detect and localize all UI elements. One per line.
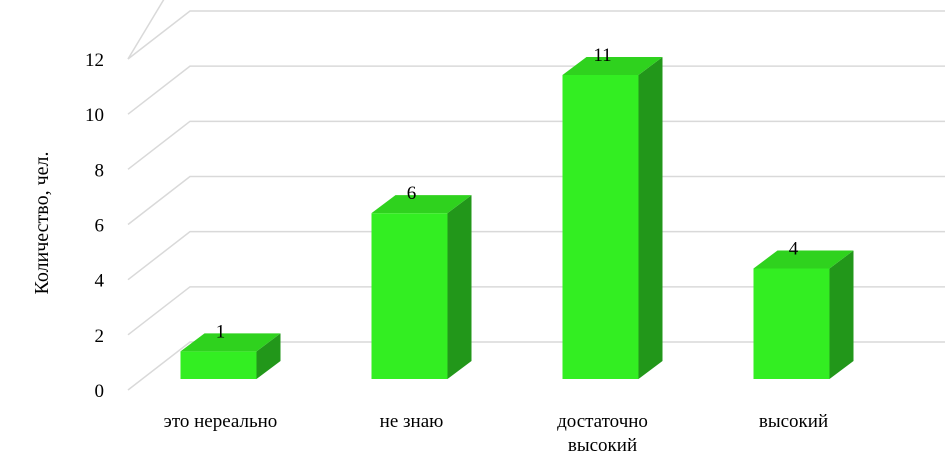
bar-side [638, 57, 663, 379]
bar-top [753, 250, 854, 269]
bar-front [753, 268, 830, 379]
y-tick-label: 4 [95, 271, 105, 292]
bar-front [180, 351, 257, 379]
y-tick-label: 12 [85, 50, 104, 71]
x-category-label: достаточно высокий [557, 411, 648, 456]
x-category-label-line: это нереально [164, 411, 278, 432]
bar-front [562, 75, 639, 379]
y-tick-label: 10 [85, 105, 104, 126]
data-labels: 1 6 11 4 [216, 45, 799, 342]
y-axis-ticks: 0 2 4 6 8 10 12 [85, 50, 105, 402]
y-axis-title: Количество, чел. [31, 151, 53, 294]
gridline [127, 65, 945, 115]
data-label: 11 [593, 45, 611, 66]
y-tick-label: 8 [95, 160, 105, 181]
x-category-label: не знаю [380, 411, 444, 432]
bar [562, 57, 663, 379]
x-category-label-line: высокий [568, 435, 637, 456]
y-tick-label: 2 [95, 326, 105, 347]
gridline [127, 0, 165, 60]
x-category-label: это нереально [164, 411, 278, 432]
gridline [127, 230, 945, 281]
bar-top [371, 195, 472, 214]
data-label: 1 [216, 321, 226, 342]
bar-top [180, 333, 281, 352]
bar-side [829, 250, 854, 379]
x-category-label-line: высокий [759, 411, 828, 432]
x-category-label-line: достаточно [557, 411, 648, 432]
gridline [127, 286, 945, 336]
data-label: 4 [789, 238, 799, 259]
y-tick-label: 6 [95, 216, 105, 237]
data-label: 6 [407, 183, 417, 204]
x-category-label-line: не знаю [380, 411, 444, 432]
bar-side [256, 333, 281, 379]
bar [753, 250, 854, 379]
bar-front [371, 213, 448, 379]
bar-top [562, 57, 663, 75]
y-tick-label: 0 [95, 381, 105, 402]
gridline [127, 10, 945, 60]
bar [371, 195, 472, 379]
gridline [127, 120, 945, 170]
bar [180, 333, 281, 379]
gridlines [127, 0, 945, 391]
bar-side [447, 195, 472, 379]
gridline [127, 175, 945, 226]
bars [180, 57, 854, 379]
x-axis-categories: это нереально не знаю достаточно высокий выс… [164, 411, 828, 456]
gridline [127, 341, 945, 391]
x-category-label: высокий [759, 411, 828, 432]
